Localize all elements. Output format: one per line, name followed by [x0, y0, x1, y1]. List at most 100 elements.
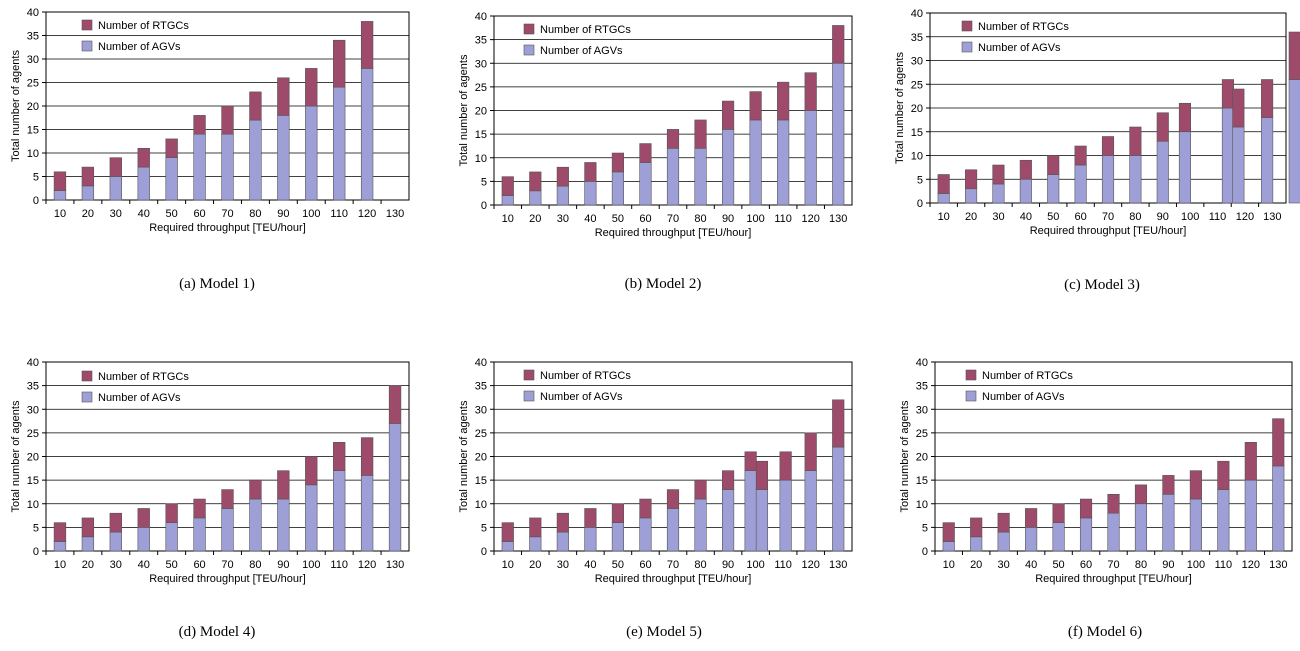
chart-panel-5: 0 5 10 15 20 25 30 35 40 10 20 30 40 50 60 70 80 90 100 110… [458, 357, 853, 640]
bar-rtgc-120 [1244, 442, 1257, 481]
x-tick-label: 90 [277, 208, 289, 220]
y-tick-label: 30 [916, 404, 928, 416]
y-tick-label: 0 [917, 198, 923, 210]
y-tick-label: 35 [911, 32, 923, 44]
y-tick-label: 15 [27, 475, 39, 487]
bar-rtgc-90 [721, 470, 735, 490]
y-tick-label: 10 [916, 499, 928, 511]
bar-rtgc-120 [804, 72, 817, 111]
bar-rtgc-40 [137, 508, 150, 528]
y-tick-label: 5 [922, 522, 928, 534]
bar-rtgc-80 [1129, 126, 1142, 156]
bar-agv-10 [937, 193, 950, 204]
y-tick-label: 40 [475, 11, 487, 23]
x-axis-title: Required throughput [TEU/hour] [1030, 225, 1187, 237]
x-tick-label: 10 [502, 559, 514, 571]
x-tick-label: 20 [82, 559, 94, 571]
bar-rtgc-20 [81, 166, 95, 187]
x-tick-label: 10 [943, 559, 955, 571]
bar-agv-20 [529, 536, 542, 552]
bar-rtgc-80 [249, 91, 262, 121]
bar-agv-40 [137, 527, 150, 552]
x-tick-label: 50 [1052, 559, 1064, 571]
legend-label-rtgc: Number of RTGCs [98, 371, 189, 383]
y-tick-label: 20 [27, 452, 39, 464]
legend-label-agv: Number of AGVs [98, 392, 181, 404]
y-tick-label: 0 [481, 200, 487, 212]
bar-agv-10 [501, 541, 514, 552]
bar-agv-10 [53, 190, 67, 201]
x-tick-label: 90 [722, 559, 734, 571]
bar-rtgc-70 [221, 105, 234, 135]
x-tick-label: 20 [529, 213, 541, 225]
legend-swatch-agv [81, 391, 93, 403]
x-tick-label: 20 [965, 211, 977, 223]
y-tick-label: 30 [27, 404, 39, 416]
bar-agv-70 [666, 148, 680, 206]
x-tick-label: 60 [1074, 211, 1086, 223]
bar-rtgc-60 [639, 498, 652, 519]
bar-rtgc-40 [1019, 159, 1032, 180]
y-axis-title: Total number of agents [458, 54, 470, 166]
chart-panel-4: 0 5 10 15 20 25 30 35 40 10 20 30 40 50 60 70 80 90 100 110… [10, 357, 410, 640]
x-tick-label: 120 [802, 213, 820, 225]
x-tick-label: 120 [1242, 559, 1260, 571]
x-tick-label: 130 [829, 559, 847, 571]
x-axis-title: Required throughput [TEU/hour] [149, 222, 306, 234]
x-axis-title: Required throughput [TEU/hour] [149, 573, 306, 585]
bar-rtgc-10 [942, 522, 955, 542]
y-tick-label: 35 [916, 381, 928, 393]
bar-agv-70 [1107, 512, 1120, 552]
x-tick-label: 40 [1020, 211, 1032, 223]
bar-rtgc-100 [305, 68, 318, 107]
x-tick-label: 60 [639, 559, 651, 571]
bar-agv-100 [305, 484, 318, 552]
legend-swatch-agv [81, 40, 93, 52]
bar-rtgc-60 [639, 143, 652, 163]
legend-swatch-rtgc [965, 369, 977, 381]
x-tick-label: 10 [502, 213, 514, 225]
bar-agv-130 [832, 446, 845, 552]
bar-rtgc-70 [666, 489, 680, 509]
bar-agv-90 [1156, 140, 1169, 204]
y-tick-label: 30 [911, 56, 923, 68]
bar-agv-80 [249, 498, 262, 552]
x-tick-label: 110 [330, 559, 348, 571]
x-tick-label: 20 [529, 559, 541, 571]
bar-agv-90 [721, 129, 735, 206]
x-tick-label: 110 [330, 208, 348, 220]
bar-agv-50 [165, 157, 178, 201]
bar-rtgc-20 [529, 517, 542, 538]
bar-agv-100 [744, 470, 757, 552]
bar-rtgc-120 [360, 437, 374, 476]
bar-rtgc-50 [1052, 503, 1065, 523]
bar-rtgc-100 [755, 460, 769, 490]
y-tick-label: 10 [27, 148, 39, 160]
chart-panel-6: 0 5 10 15 20 25 30 35 40 10 20 30 40 50 60 70 80 90 100 110… [899, 357, 1293, 640]
bar-rtgc-70 [1107, 493, 1120, 514]
x-tick-label: 60 [193, 208, 205, 220]
bar-agv-30 [997, 531, 1010, 552]
y-tick-label: 30 [27, 54, 39, 66]
bar-agv-130 [832, 62, 845, 206]
bar-agv-90 [721, 489, 735, 552]
bar-rtgc-100 [1178, 102, 1192, 133]
x-tick-label: 30 [110, 208, 122, 220]
legend-swatch-agv [523, 390, 535, 402]
bar-rtgc-30 [992, 164, 1005, 185]
y-tick-label: 20 [27, 101, 39, 113]
x-tick-label: 10 [54, 208, 66, 220]
y-tick-label: 40 [475, 357, 487, 369]
bar-rtgc-110 [779, 451, 792, 481]
bar-rtgc-80 [249, 479, 262, 500]
bar-rtgc-70 [1101, 136, 1115, 156]
x-tick-label: 130 [1263, 211, 1281, 223]
x-tick-label: 110 [1215, 559, 1233, 571]
y-tick-label: 30 [475, 404, 487, 416]
x-tick-label: 120 [1236, 211, 1254, 223]
bar-agv-80 [1129, 155, 1142, 204]
x-tick-label: 80 [694, 213, 706, 225]
bar-agv-20 [81, 185, 95, 201]
bar-rtgc-60 [1079, 498, 1093, 519]
y-tick-label: 5 [33, 172, 39, 184]
